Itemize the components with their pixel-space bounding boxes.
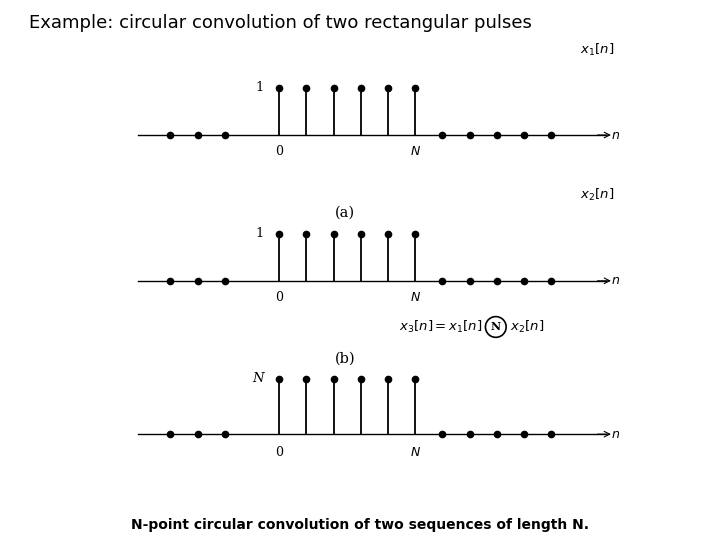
Text: $x_3[n] = x_1[n]$: $x_3[n] = x_1[n]$ (399, 319, 482, 335)
Text: Example: circular convolution of two rectangular pulses: Example: circular convolution of two rec… (29, 14, 531, 31)
Text: (a): (a) (335, 206, 355, 220)
Text: N-point circular convolution of two sequences of length N.: N-point circular convolution of two sequ… (131, 518, 589, 532)
Text: $x_2[n]$: $x_2[n]$ (510, 319, 544, 335)
Text: $N$: $N$ (410, 447, 420, 460)
Text: $n$: $n$ (611, 129, 620, 141)
Text: $n$: $n$ (611, 274, 620, 287)
Text: 1: 1 (256, 227, 264, 240)
Text: 1: 1 (256, 81, 264, 94)
Text: $n$: $n$ (611, 428, 620, 441)
Text: $x_2[n]$: $x_2[n]$ (580, 187, 614, 203)
Text: N: N (491, 321, 501, 333)
Text: (b): (b) (335, 352, 356, 366)
Text: 0: 0 (275, 447, 283, 460)
Text: N: N (253, 372, 264, 386)
Text: $N$: $N$ (410, 145, 420, 158)
Text: 0: 0 (275, 291, 283, 304)
Text: 0: 0 (275, 145, 283, 158)
Text: $N$: $N$ (410, 291, 420, 304)
Text: $x_1[n]$: $x_1[n]$ (580, 42, 614, 58)
